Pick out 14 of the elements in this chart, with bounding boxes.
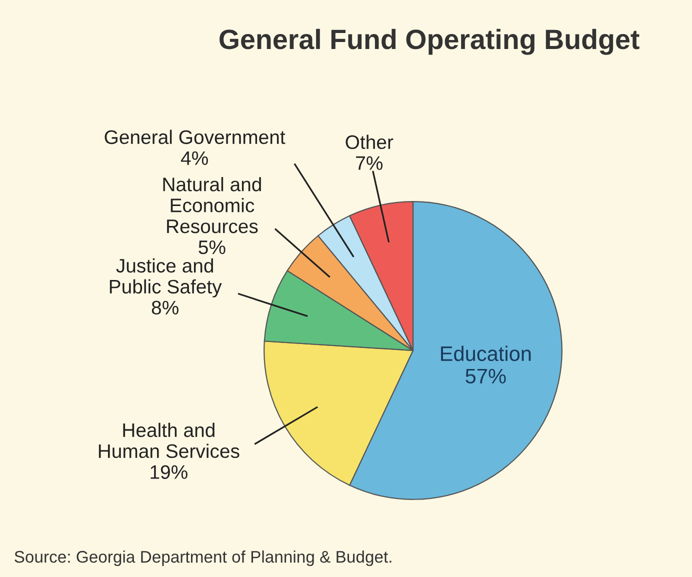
slice-label: Justice and Public Safety: [110, 258, 222, 298]
data-label: 57%: [466, 368, 506, 384]
slice-label: Other: [346, 134, 394, 150]
data-label: 7%: [356, 156, 383, 170]
data-label: 19%: [150, 465, 188, 479]
chart-title: General Fund Operating Budget: [220, 28, 640, 55]
data-label: 8%: [152, 300, 178, 315]
data-label: 5%: [198, 240, 226, 254]
slice-label: General Government: [104, 130, 286, 144]
slice-label: Natural and Economic Resources: [163, 177, 261, 234]
slice-label: Education: [441, 346, 531, 362]
data-label: 4%: [180, 151, 208, 165]
source-note: Source: Georgia Department of Planning & Budget.: [14, 550, 392, 566]
slice-label: Health and Human Services: [98, 422, 240, 458]
